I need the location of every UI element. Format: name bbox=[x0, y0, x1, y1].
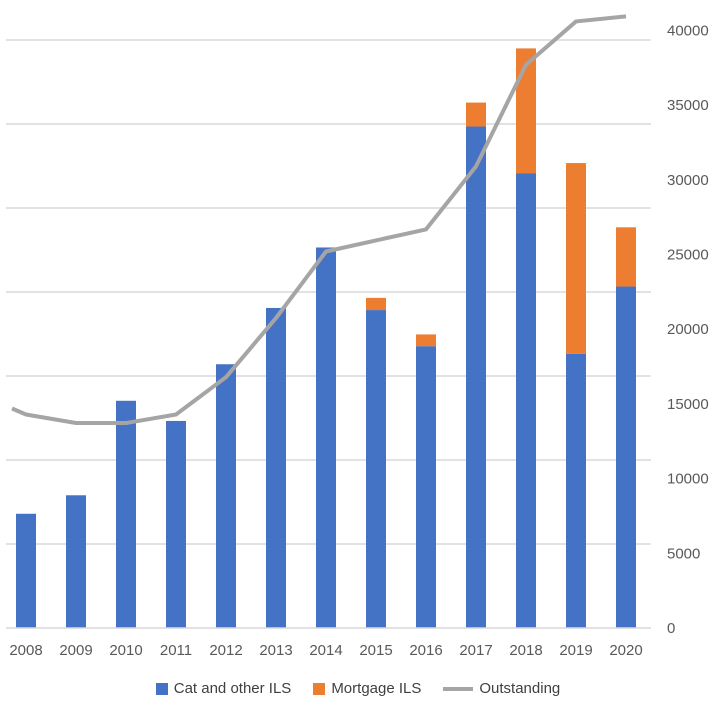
right-axis-tick-label: 25000 bbox=[667, 247, 709, 264]
right-axis-tick-label: 35000 bbox=[667, 97, 709, 114]
x-axis-tick-label: 2019 bbox=[559, 642, 592, 659]
bar-cat-2019 bbox=[566, 353, 586, 628]
x-axis-tick-label: 2012 bbox=[209, 642, 242, 659]
right-axis-tick-label: 10000 bbox=[667, 471, 709, 488]
legend-item-cat: Cat and other ILS bbox=[155, 680, 292, 697]
legend-item-mortgage: Mortgage ILS bbox=[313, 680, 421, 697]
x-axis-tick-label: 2009 bbox=[59, 642, 92, 659]
bar-cat-2018 bbox=[516, 173, 536, 628]
bar-mortgage-2018 bbox=[516, 48, 536, 174]
right-axis-tick-label: 0 bbox=[667, 620, 675, 637]
right-axis-tick-label: 5000 bbox=[667, 545, 700, 562]
right-axis-tick-label: 40000 bbox=[667, 22, 709, 39]
bar-cat-2013 bbox=[266, 307, 286, 628]
x-axis-tick-label: 2015 bbox=[359, 642, 392, 659]
bar-cat-2009 bbox=[66, 495, 86, 628]
bar-cat-2008 bbox=[16, 513, 36, 628]
x-axis-tick-label: 2020 bbox=[609, 642, 642, 659]
x-axis-tick-label: 2011 bbox=[160, 642, 192, 659]
right-axis-tick-label: 20000 bbox=[667, 321, 709, 338]
legend: Cat and other ILS Mortgage ILS Outstandi… bbox=[0, 680, 716, 697]
bar-mortgage-2015 bbox=[366, 297, 386, 311]
x-axis-tick-label: 2013 bbox=[259, 642, 292, 659]
legend-swatch-outstanding bbox=[443, 686, 474, 691]
bar-cat-2017 bbox=[466, 126, 486, 629]
bar-mortgage-2017 bbox=[466, 102, 486, 127]
x-axis-tick-label: 2016 bbox=[409, 642, 442, 659]
line-outstanding bbox=[11, 14, 627, 426]
bar-cat-2012 bbox=[216, 364, 236, 628]
bar-mortgage-2020 bbox=[616, 227, 636, 287]
legend-swatch-cat bbox=[155, 682, 168, 695]
bar-cat-2010 bbox=[116, 400, 136, 628]
legend-label-mortgage: Mortgage ILS bbox=[331, 680, 422, 697]
bar-cat-2014 bbox=[316, 247, 336, 629]
x-axis-tick-label: 2010 bbox=[109, 642, 142, 659]
bar-mortgage-2016 bbox=[416, 334, 436, 347]
bar-cat-2015 bbox=[366, 310, 386, 628]
bar-cat-2020 bbox=[616, 286, 636, 628]
right-axis-tick-label: 15000 bbox=[667, 396, 709, 413]
legend-label-outstanding: Outstanding bbox=[479, 680, 561, 697]
x-axis-tick-label: 2008 bbox=[9, 642, 42, 659]
x-axis-tick-label: 2017 bbox=[459, 642, 492, 659]
x-axis-tick-label: 2018 bbox=[509, 642, 542, 659]
legend-swatch-mortgage bbox=[313, 682, 326, 695]
x-axis-tick-label: 2014 bbox=[309, 642, 342, 659]
bar-cat-2011 bbox=[166, 420, 186, 628]
legend-item-outstanding: Outstanding bbox=[443, 680, 560, 697]
bar-mortgage-2019 bbox=[566, 163, 586, 354]
bar-cat-2016 bbox=[416, 346, 436, 628]
legend-label-cat: Cat and other ILS bbox=[173, 680, 292, 697]
right-axis-tick-label: 30000 bbox=[667, 172, 709, 189]
